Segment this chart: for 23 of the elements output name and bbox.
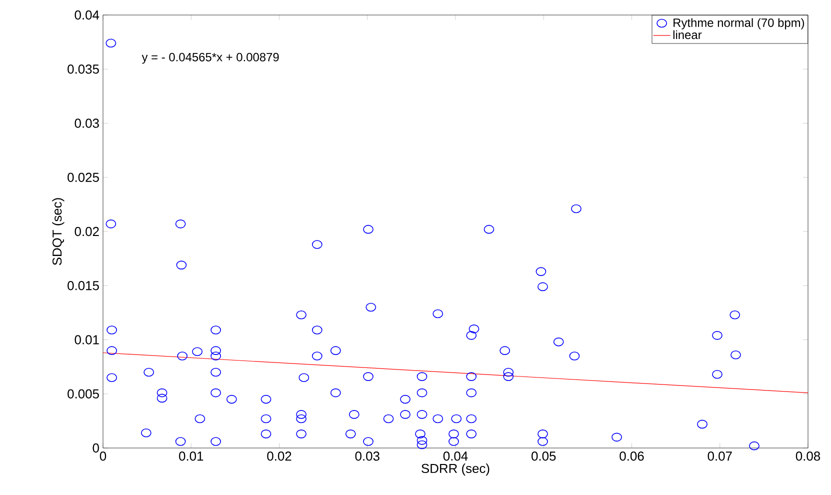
x-tick-label: 0.06 (620, 452, 644, 461)
x-tick-label: 0.03 (355, 452, 380, 461)
x-tick-label: 0.02 (267, 452, 292, 461)
x-axis-title: SDRR (sec) (422, 464, 490, 476)
legend-label: linear (673, 30, 702, 40)
annotation: y = - 0.04565*x + 0.00879 (142, 52, 279, 64)
x-tick-label: 0.07 (708, 452, 732, 461)
x-tick-label: 0.05 (532, 452, 556, 461)
y-axis-title: SDQT (sec) (52, 198, 64, 266)
y-tick-label: 0.01 (74, 335, 99, 344)
x-tick-label: 0.04 (443, 452, 468, 461)
y-tick-label: 0.03 (74, 118, 99, 128)
x-tick-label: 0 (100, 452, 106, 461)
y-tick-label: 0.005 (68, 389, 99, 398)
x-tick-label: 0.08 (796, 452, 820, 461)
y-tick-label: 0.015 (68, 281, 99, 290)
legend-label: Rythme normal (70 bpm) (674, 18, 804, 30)
y-tick-label: 0 (92, 443, 99, 453)
y-tick-label: 0.025 (68, 172, 99, 182)
y-tick-label: 0.02 (74, 226, 99, 236)
y-tick-label: 0.04 (74, 10, 100, 20)
y-tick-label: 0.035 (68, 64, 99, 74)
x-tick-label: 0.01 (179, 452, 204, 461)
